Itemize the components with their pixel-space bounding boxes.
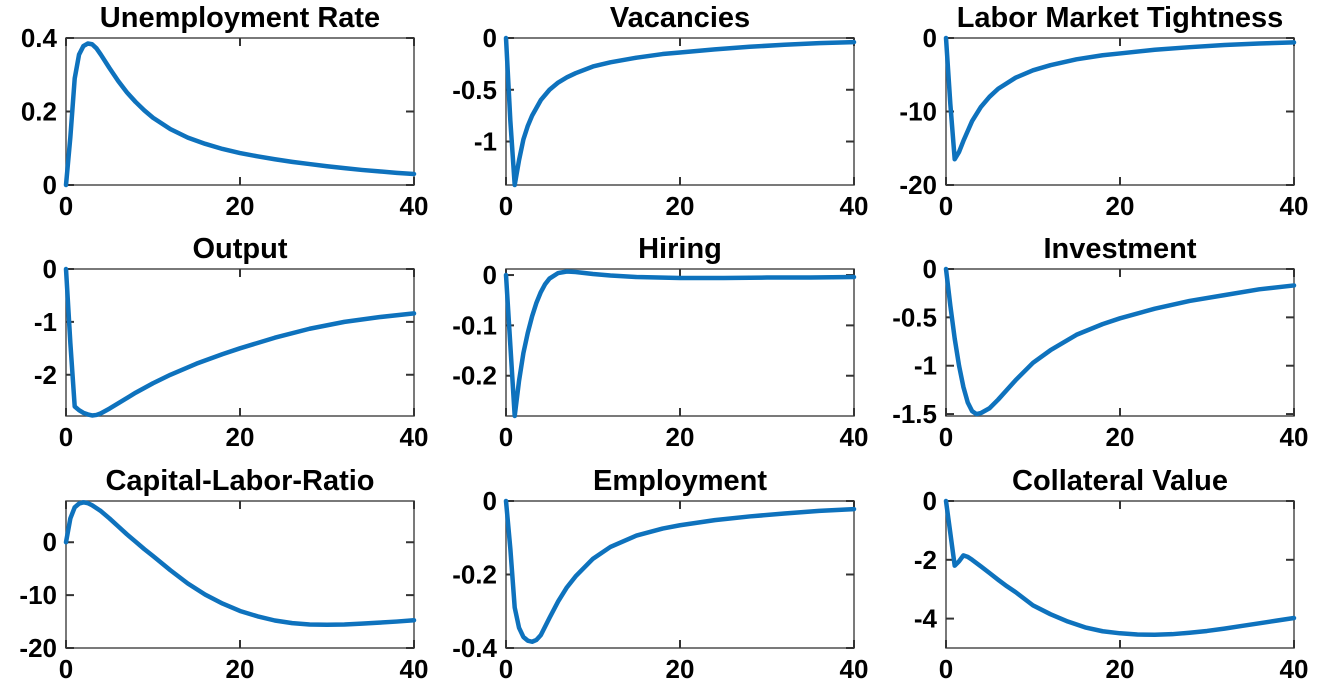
x-tick-label: 20 — [666, 191, 695, 221]
x-tick-label: 0 — [59, 422, 73, 452]
x-tick-label: 20 — [226, 422, 255, 452]
irf-curve — [503, 498, 857, 644]
y-tick-label: -0.5 — [452, 75, 497, 105]
plot-frame — [505, 268, 855, 418]
subplot-vacancies: Vacancies 0 20 40 0 -0.5 -1 — [440, 0, 880, 231]
plot-title: Investment — [1043, 233, 1197, 266]
subplot-output: Output 0 20 40 0 -1 -2 — [0, 231, 440, 462]
y-tick-label: 0 — [923, 254, 937, 284]
subplot-hiring: Hiring 0 20 40 0 -0.1 -0.2 — [440, 231, 880, 462]
irf-curve — [943, 498, 1297, 637]
subplot-collateral-value: Collateral Value 0 20 40 0 -2 -4 — [880, 463, 1320, 694]
plot-canvas: 0 20 40 0 0.2 0.4 — [21, 23, 429, 221]
plot-frame — [65, 499, 415, 649]
plot-canvas: 0 20 40 0 -10 -20 — [19, 499, 429, 684]
y-tick-label: 0 — [43, 170, 57, 200]
y-tick-label: -1 — [914, 351, 937, 381]
y-tick-label: 0 — [483, 486, 497, 516]
irf-curve — [943, 267, 1297, 417]
irf-curve — [63, 41, 417, 188]
y-tick-label: 0 — [923, 486, 937, 516]
y-tick-label: -0.2 — [452, 361, 497, 391]
y-tick-label: -0.1 — [452, 311, 497, 341]
x-tick-label: 40 — [1280, 191, 1309, 221]
x-tick-label: 20 — [226, 654, 255, 684]
subplot-labor-market-tightness: Labor Market Tightness 0 20 40 0 -10 -20 — [880, 0, 1320, 231]
x-tick-label: 0 — [939, 191, 953, 221]
x-tick-label: 0 — [939, 422, 953, 452]
plot-title: Hiring — [638, 233, 722, 266]
y-tick-label: 0.2 — [21, 97, 57, 127]
x-tick-label: 0 — [499, 654, 513, 684]
plot-title: Labor Market Tightness — [956, 2, 1284, 34]
subplot-unemployment-rate: Unemployment Rate 0 20 40 0 0.2 0.4 — [0, 0, 440, 231]
y-tick-label: -10 — [899, 97, 937, 127]
plot-title: Unemployment Rate — [99, 2, 381, 34]
irf-curve — [63, 499, 417, 627]
subplot-employment: Employment 0 20 40 0 -0.2 -0.4 — [440, 463, 880, 694]
x-tick-label: 20 — [666, 422, 695, 452]
irf-curve — [503, 269, 857, 419]
x-tick-label: 40 — [1280, 422, 1309, 452]
plot-canvas: 0 20 40 0 -0.2 -0.4 — [452, 486, 869, 684]
y-tick-label: 0 — [483, 23, 497, 53]
irf-curve — [943, 35, 1297, 162]
irf-curve — [503, 35, 857, 188]
plot-frame — [65, 37, 415, 186]
x-tick-label: 20 — [1106, 422, 1135, 452]
y-tick-label: -1 — [474, 127, 497, 157]
plot-title: Collateral Value — [1012, 464, 1228, 497]
y-tick-label: -1 — [34, 307, 57, 337]
x-tick-label: 40 — [840, 191, 869, 221]
plot-canvas: 0 20 40 0 -10 -20 — [899, 23, 1309, 221]
x-tick-label: 20 — [666, 654, 695, 684]
x-tick-label: 40 — [400, 422, 429, 452]
plot-frame — [65, 268, 415, 418]
y-tick-label: 0 — [923, 23, 937, 53]
plot-canvas: 0 20 40 0 -2 -4 — [914, 486, 1309, 684]
irf-curve — [63, 267, 417, 419]
x-tick-label: 40 — [840, 422, 869, 452]
plot-canvas: 0 20 40 0 -0.5 -1 — [452, 23, 869, 221]
plot-title: Employment — [592, 464, 768, 497]
x-tick-label: 0 — [59, 191, 73, 221]
y-tick-label: -0.2 — [452, 559, 497, 589]
x-tick-label: 0 — [499, 191, 513, 221]
plot-frame — [505, 37, 855, 186]
x-tick-label: 40 — [1280, 654, 1309, 684]
y-tick-label: 0 — [43, 527, 57, 557]
x-tick-label: 40 — [400, 191, 429, 221]
y-tick-label: -0.5 — [892, 303, 937, 333]
plot-canvas: 0 20 40 0 -1 -2 — [34, 254, 429, 452]
y-tick-label: -2 — [914, 544, 937, 574]
y-tick-label: -4 — [914, 603, 938, 633]
plot-title: Vacancies — [609, 2, 751, 34]
subplot-capital-labor-ratio: Capital-Labor-Ratio 0 20 40 0 -10 -20 — [0, 463, 440, 694]
x-tick-label: 40 — [840, 654, 869, 684]
x-tick-label: 20 — [226, 191, 255, 221]
x-tick-label: 40 — [400, 654, 429, 684]
plot-canvas: 0 20 40 0 -0.5 -1 -1.5 — [892, 254, 1309, 452]
x-tick-label: 0 — [939, 654, 953, 684]
x-tick-label: 20 — [1106, 654, 1135, 684]
plot-frame — [945, 37, 1295, 186]
y-tick-label: -2 — [34, 360, 57, 390]
y-tick-label: -20 — [899, 170, 937, 200]
y-tick-label: -0.4 — [452, 633, 497, 663]
y-tick-label: -20 — [19, 633, 57, 663]
y-tick-label: 0 — [43, 254, 57, 284]
plot-title: Capital-Labor-Ratio — [105, 464, 375, 497]
y-tick-label: 0 — [483, 260, 497, 290]
x-tick-label: 0 — [499, 422, 513, 452]
y-tick-label: 0.4 — [21, 23, 58, 53]
x-tick-label: 0 — [59, 654, 73, 684]
y-tick-label: -10 — [19, 580, 57, 610]
subplot-investment: Investment 0 20 40 0 -0.5 -1 -1.5 — [880, 231, 1320, 462]
x-tick-label: 20 — [1106, 191, 1135, 221]
plot-title: Output — [192, 233, 288, 266]
y-tick-label: -1.5 — [892, 399, 937, 429]
plot-canvas: 0 20 40 0 -0.1 -0.2 — [452, 260, 869, 452]
